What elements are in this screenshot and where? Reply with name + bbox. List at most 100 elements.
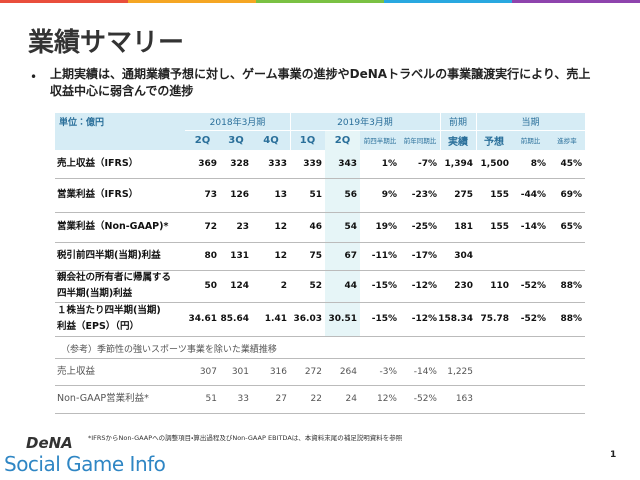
table-cell: 54	[344, 222, 357, 232]
row-label-line: 利益（EPS）（円）	[57, 321, 140, 332]
table-cell: 339	[303, 159, 322, 169]
table-cell: 155	[490, 190, 509, 200]
row-label: 売上収益	[57, 358, 95, 385]
column-header: 実績	[448, 136, 468, 148]
table-cell: 307	[199, 366, 217, 377]
table-cell: 27	[275, 394, 287, 404]
row-rule	[55, 212, 585, 213]
row-rule	[55, 270, 585, 271]
table-cell: -12%	[411, 314, 437, 324]
table-cell: 72	[204, 222, 217, 232]
table-cell: -7%	[417, 159, 437, 169]
column-header: 予想	[484, 136, 504, 148]
table-cell: 80	[204, 251, 217, 261]
logo-site: Social Game Info	[4, 452, 166, 476]
table-cell: 23	[236, 222, 249, 232]
table-cell: 110	[490, 281, 509, 291]
group-header: 2018年3月期	[209, 118, 266, 128]
row-label-line: 親会社の所有者に帰属する	[57, 272, 172, 283]
table-cell: 1,394	[444, 159, 473, 169]
column-header: 3Q	[228, 134, 244, 146]
row-label-line: １株当たり四半期(当期)	[57, 305, 161, 316]
row-label-line: 営業利益（IFRS）	[57, 189, 139, 200]
table-cell: 44	[344, 281, 357, 291]
row-label-line: Non-GAAP営業利益*	[57, 393, 149, 404]
table-cell: -11%	[371, 251, 397, 261]
table-cell: -15%	[371, 314, 397, 324]
unit-label: 単位：億円	[59, 118, 105, 128]
bullet-dot: •	[30, 70, 38, 84]
group-divider	[440, 113, 441, 150]
table-cell: 155	[490, 222, 509, 232]
top-stripe	[0, 0, 640, 3]
table-cell: 19%	[375, 222, 397, 232]
table-cell: 9%	[381, 190, 397, 200]
table-cell: 85.64	[220, 314, 249, 324]
group-divider	[290, 113, 291, 150]
column-header: 4Q	[263, 134, 279, 146]
table-cell: 301	[231, 366, 249, 377]
row-label: 売上収益（IFRS）	[57, 150, 138, 178]
header-rule	[185, 130, 585, 131]
group-header: 前期	[448, 118, 467, 128]
table-cell: 124	[230, 281, 249, 291]
table-cell: 12	[274, 251, 287, 261]
table-cell: -23%	[411, 190, 437, 200]
table-cell: 163	[455, 394, 473, 404]
table-cell: 22	[310, 394, 322, 404]
table-cell: 126	[230, 190, 249, 200]
table-cell: -52%	[520, 281, 546, 291]
column-header: 前年同期比	[403, 137, 437, 145]
row-label-line: 売上収益（IFRS）	[57, 158, 139, 169]
row-label: 営業利益（Non-GAAP)*	[57, 212, 168, 242]
row-label: Non-GAAP営業利益*	[57, 385, 149, 413]
row-label-line: 四半期(当期)利益	[57, 288, 133, 299]
group-header: 当期	[521, 118, 540, 128]
reference-title: （参考）季節性の強いスポーツ事業を除いた業績推移	[61, 344, 277, 355]
table-cell: 36.03	[293, 314, 322, 324]
table-cell: 75.78	[480, 314, 509, 324]
column-header: 2Q	[334, 134, 351, 146]
table-cell: 56	[344, 190, 357, 200]
table-cell: 12%	[376, 394, 397, 404]
table-cell: 65%	[560, 222, 582, 232]
column-header: 前四半期比	[363, 137, 397, 145]
table-cell: 24	[345, 394, 357, 404]
table-cell: 73	[204, 190, 217, 200]
table-cell: -25%	[411, 222, 437, 232]
row-label-line: 税引前四半期(当期)利益	[57, 250, 161, 261]
table-cell: 34.61	[188, 314, 217, 324]
table-cell: 69%	[560, 190, 582, 200]
row-label-line: 営業利益（Non-GAAP)*	[57, 221, 169, 232]
table-cell: 45%	[560, 159, 582, 169]
table-cell: -52%	[413, 394, 437, 404]
table-cell: 304	[454, 251, 473, 261]
row-rule	[55, 385, 585, 386]
table-cell: 13	[274, 190, 287, 200]
table-cell: 343	[338, 159, 357, 169]
table-cell: 51	[309, 190, 322, 200]
table-cell: 131	[230, 251, 249, 261]
row-rule	[55, 358, 585, 359]
group-divider	[476, 113, 477, 150]
table-cell: 158.34	[438, 314, 473, 324]
row-label: 親会社の所有者に帰属する 四半期(当期)利益	[57, 270, 171, 302]
table-cell: -15%	[371, 281, 397, 291]
table-cell: -44%	[520, 190, 546, 200]
column-header: 1Q	[299, 134, 316, 146]
table-cell: 272	[304, 366, 322, 377]
slide-title: 業績サマリー	[28, 28, 185, 58]
table-cell: 1.41	[264, 314, 287, 324]
row-rule	[55, 242, 585, 243]
table-cell: 46	[309, 222, 322, 232]
table-cell: -52%	[520, 314, 546, 324]
row-rule	[55, 336, 585, 337]
table-cell: 88%	[560, 314, 582, 324]
table-cell: -14%	[520, 222, 546, 232]
footnote: *IFRSからNon-GAAPへの調整項目・算出過程及びNon-GAAP EBI…	[88, 434, 403, 442]
column-header: 進捗率	[557, 137, 577, 145]
table-cell: 1,500	[480, 159, 509, 169]
table-cell: 1,225	[447, 366, 473, 377]
row-label: １株当たり四半期(当期) 利益（EPS）（円）	[57, 302, 161, 336]
page-number: 1	[610, 450, 617, 460]
